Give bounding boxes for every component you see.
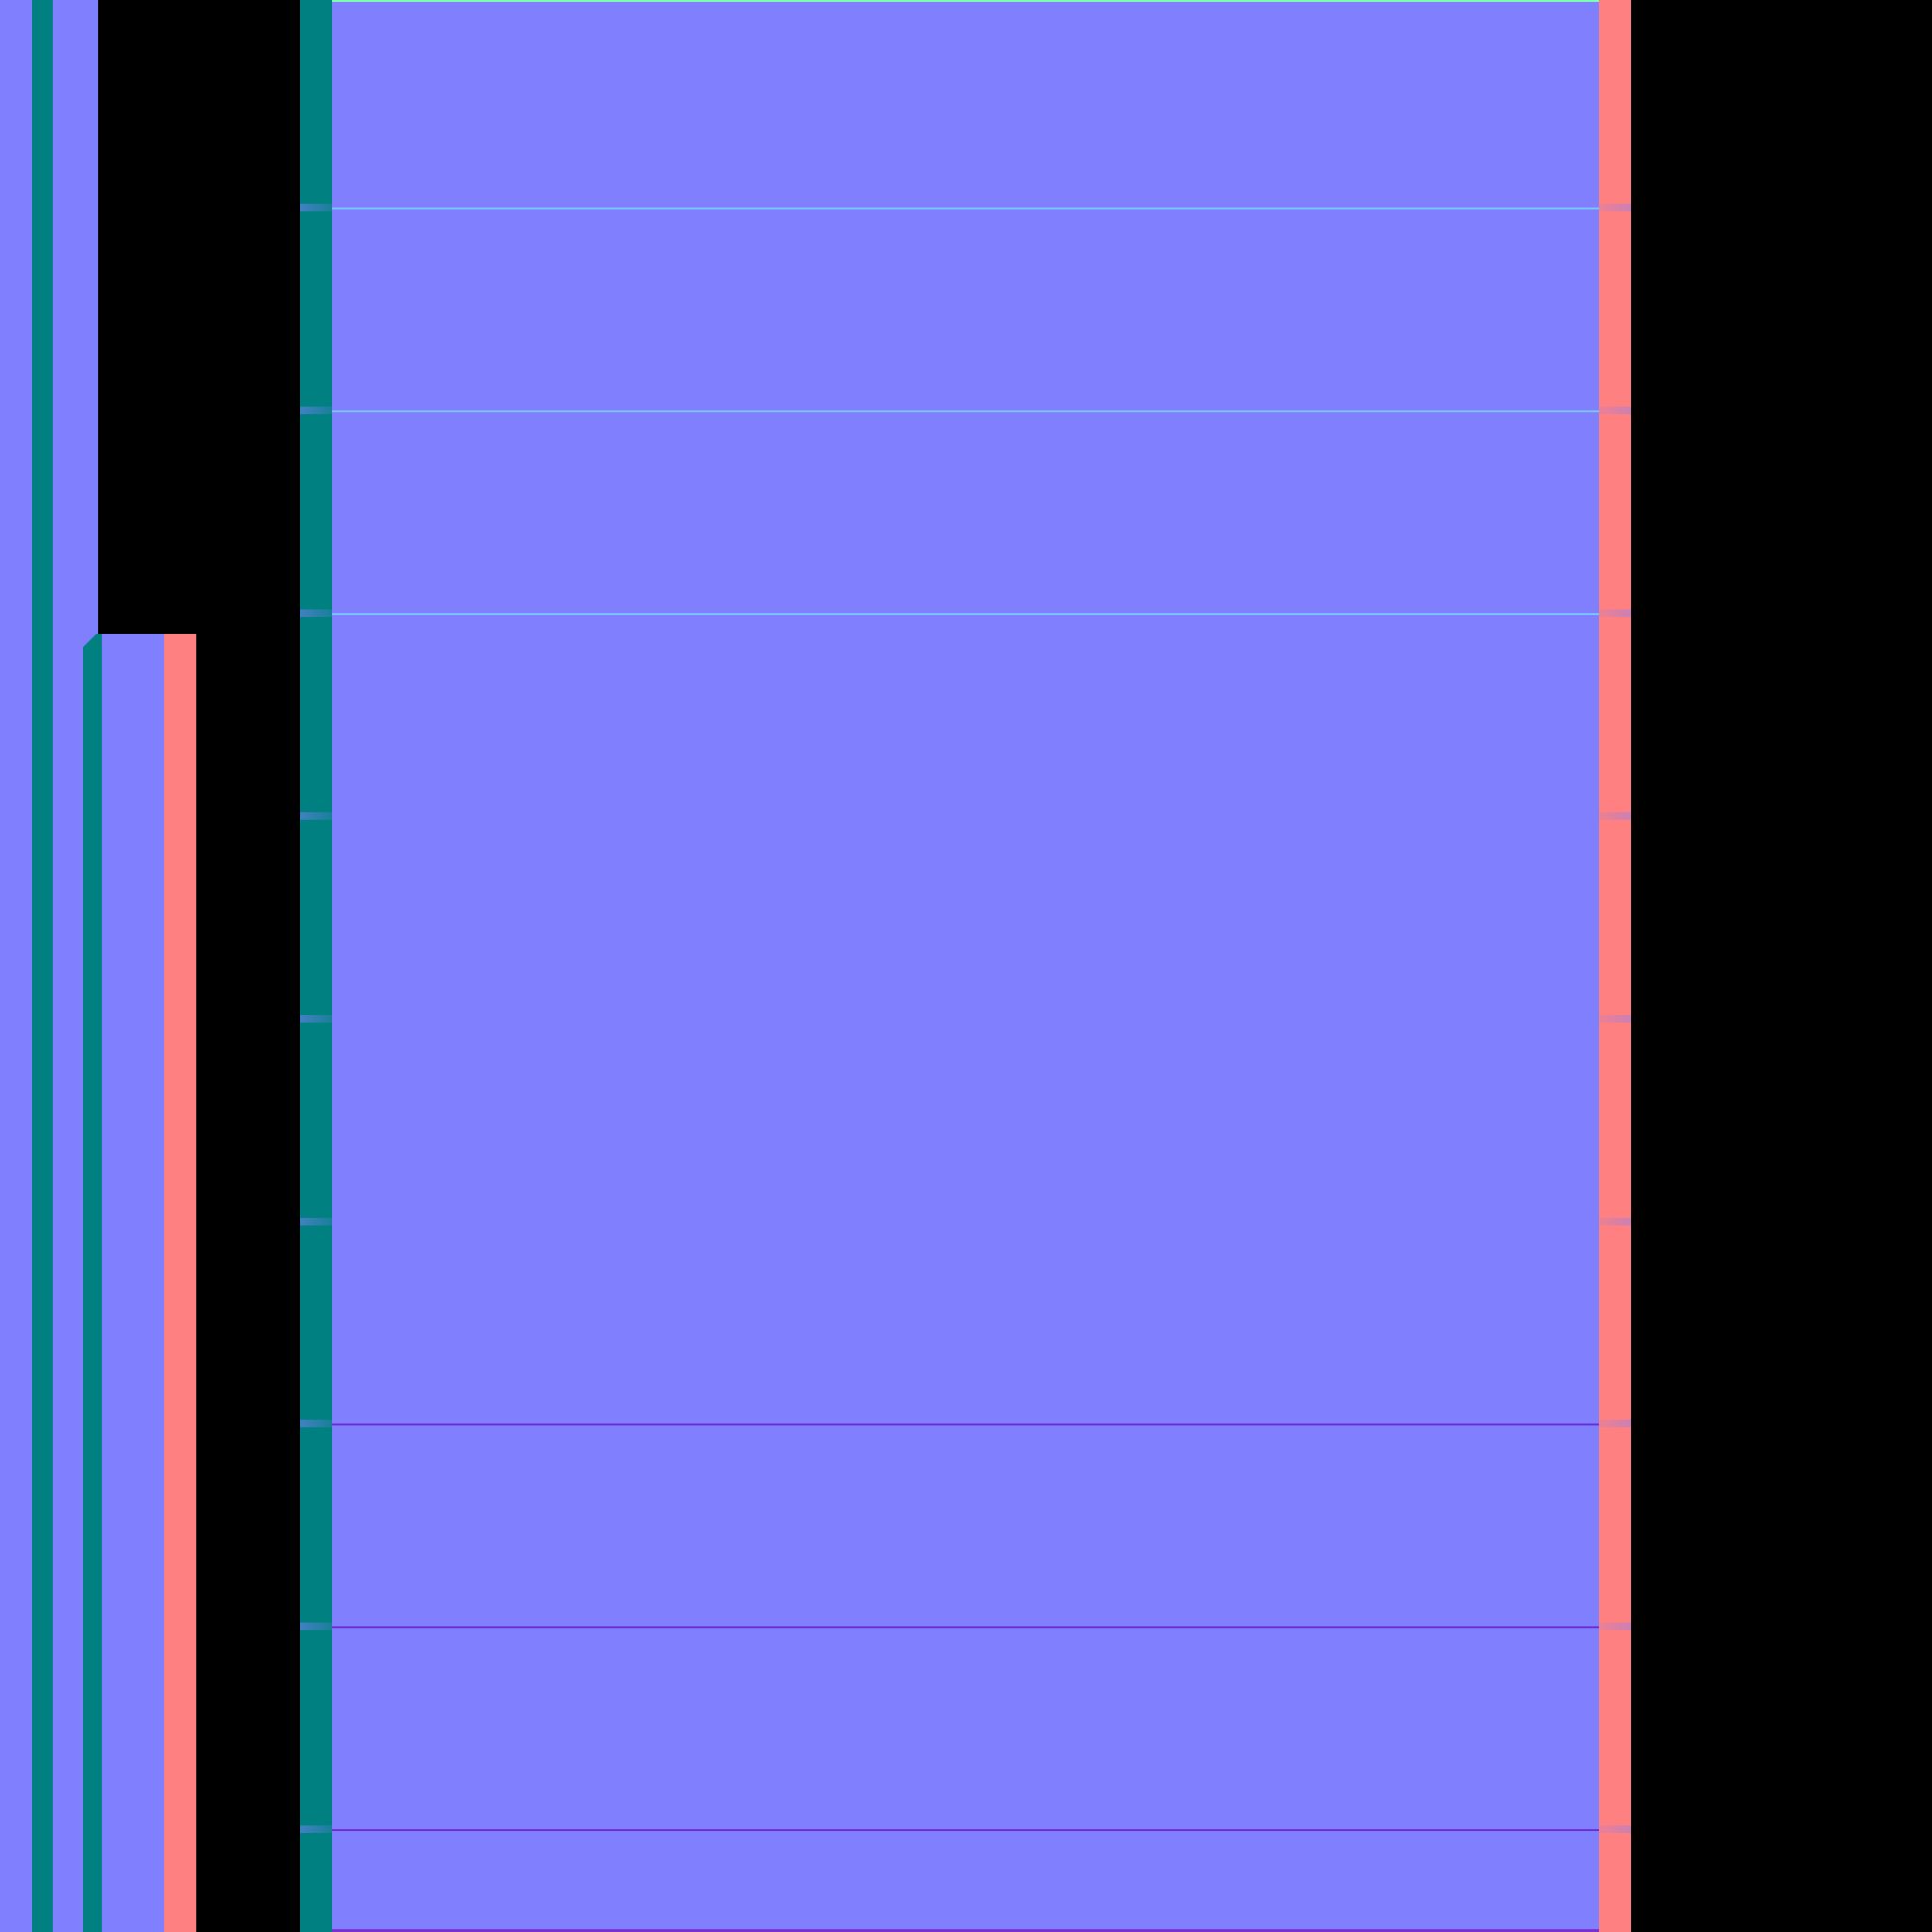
- upper-divider-1: [332, 208, 1599, 209]
- left-notch: [300, 1420, 332, 1427]
- upper-divider-3: [332, 613, 1599, 615]
- bottom-edge-line: [332, 1929, 1599, 1932]
- main-panel: [300, 0, 1631, 1932]
- right-notch: [1599, 1825, 1631, 1833]
- left-column-teal-strip: [32, 0, 53, 1932]
- right-notch: [1599, 1015, 1631, 1023]
- left-column-blue-strip: [0, 0, 32, 1932]
- right-notch: [1599, 812, 1631, 820]
- lower-divider-1: [332, 1424, 1599, 1425]
- right-notch: [1599, 609, 1631, 617]
- right-notch: [1599, 1623, 1631, 1630]
- lower-divider-2: [332, 1626, 1599, 1628]
- main-right-rail: [1599, 0, 1631, 1932]
- left-notch: [300, 609, 332, 617]
- right-notch: [1599, 204, 1631, 211]
- left-notch: [300, 812, 332, 820]
- upper-divider-2: [332, 410, 1599, 412]
- left-notch: [300, 204, 332, 211]
- right-notch: [1599, 407, 1631, 414]
- lower-left-salmon-pillar: [164, 634, 196, 1932]
- right-notch: [1599, 1218, 1631, 1225]
- left-notch: [300, 1825, 332, 1833]
- main-fill: [332, 0, 1599, 1932]
- lower-divider-3: [332, 1829, 1599, 1831]
- left-notch: [300, 1015, 332, 1023]
- lower-left-blue-pillar: [102, 634, 164, 1932]
- main-left-rail: [300, 0, 332, 1932]
- lower-left-teal-pillar: [83, 634, 102, 1932]
- left-notch: [300, 407, 332, 414]
- top-edge-line: [332, 0, 1599, 2]
- left-notch: [300, 1623, 332, 1630]
- left-notch: [300, 1218, 332, 1225]
- right-notch: [1599, 1420, 1631, 1427]
